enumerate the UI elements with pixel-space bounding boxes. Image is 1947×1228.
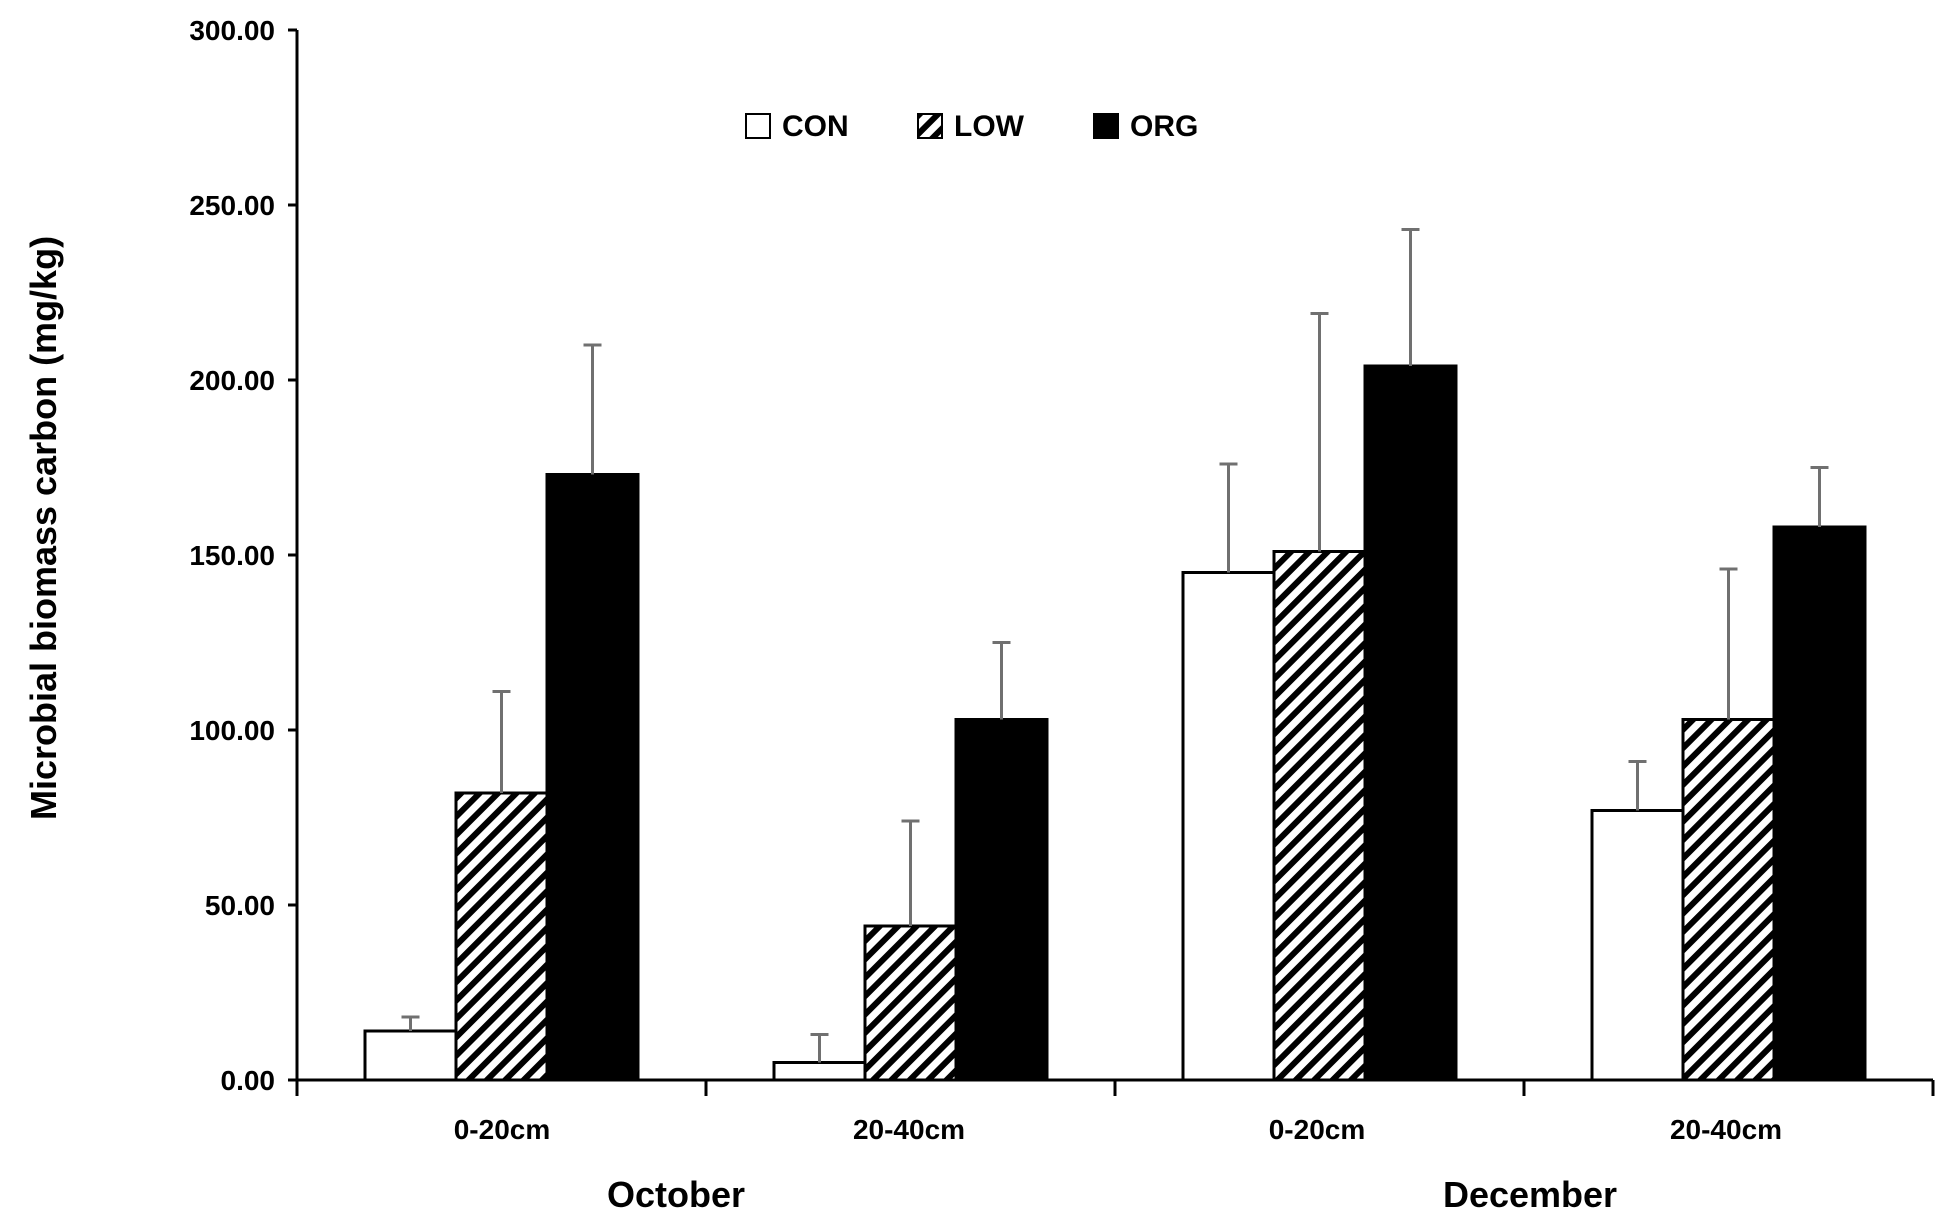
category-label-0: 0-20cm <box>454 1114 551 1145</box>
error-bars <box>401 228 1829 1063</box>
bar-con-1 <box>772 1061 867 1082</box>
y-tick-label: 200.00 <box>189 365 275 396</box>
y-ticks: 0.00 50.00 100.00 150.00 200.00 250.00 300.00 <box>189 15 297 1096</box>
y-tick-label: 300.00 <box>189 15 275 46</box>
y-axis-title: Microbial biomass carbon (mg/kg) <box>23 236 64 820</box>
bars <box>363 364 1867 1082</box>
legend-label-con: CON <box>782 110 849 143</box>
legend-swatch-low <box>917 113 943 139</box>
legend-label-org: ORG <box>1130 110 1198 143</box>
bar-low-0 <box>454 791 549 1082</box>
legend-swatch-con <box>745 113 771 139</box>
bar-low-3 <box>1681 718 1776 1082</box>
y-tick-label: 50.00 <box>205 890 275 921</box>
y-tick-label: 0.00 <box>221 1065 276 1096</box>
bar-low-1 <box>863 924 958 1082</box>
bar-con-0 <box>363 1029 458 1082</box>
bar-con-3 <box>1590 809 1685 1082</box>
legend-label-low: LOW <box>954 110 1025 143</box>
group-label-october: October <box>607 1174 745 1215</box>
category-label-2: 0-20cm <box>1269 1114 1366 1145</box>
category-label-1: 20-40cm <box>853 1114 965 1145</box>
bar-con-2 <box>1181 571 1276 1082</box>
y-tick-label: 100.00 <box>189 715 275 746</box>
bar-org-1 <box>954 718 1049 1082</box>
category-label-3: 20-40cm <box>1670 1114 1782 1145</box>
y-tick-label: 250.00 <box>189 190 275 221</box>
x-ticks <box>295 1080 1935 1096</box>
y-tick-label: 150.00 <box>189 540 275 571</box>
group-label-december: December <box>1443 1174 1617 1215</box>
legend-swatch-org <box>1093 113 1119 139</box>
bar-org-0 <box>545 473 640 1082</box>
bar-org-2 <box>1363 364 1458 1082</box>
bar-org-3 <box>1772 525 1867 1082</box>
bar-low-2 <box>1272 550 1367 1082</box>
legend: CON LOW ORG <box>745 110 1198 143</box>
